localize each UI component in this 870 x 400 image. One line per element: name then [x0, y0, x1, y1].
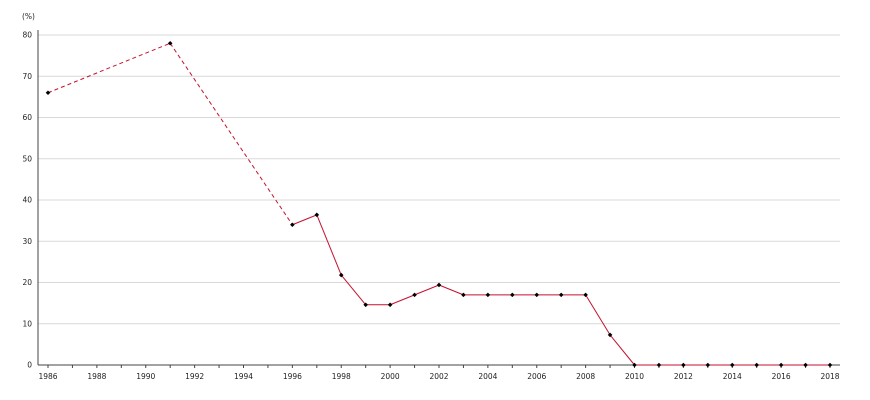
x-tick-label: 2012	[674, 372, 693, 381]
y-tick-label: 70	[22, 72, 32, 81]
y-tick-label: 30	[22, 237, 32, 246]
y-tick-label: 50	[22, 154, 32, 163]
axes	[37, 30, 840, 368]
data-point-marker	[632, 362, 637, 368]
series-segment	[438, 284, 464, 296]
data-point-marker	[656, 362, 662, 368]
x-tick-label: 1996	[283, 372, 302, 381]
data-point-marker	[485, 292, 491, 298]
data-point-marker	[387, 302, 393, 308]
data-point-marker	[754, 362, 759, 368]
series-segment-dashed	[47, 42, 171, 94]
x-tick-label: 2006	[527, 372, 546, 381]
data-point-marker	[705, 362, 711, 368]
x-tick-label: 2010	[625, 372, 644, 381]
grid-lines	[38, 34, 840, 325]
series-line	[47, 42, 830, 366]
data-point-marker	[412, 292, 417, 298]
series-markers	[45, 40, 833, 368]
data-point-marker	[45, 90, 51, 96]
series-segment	[316, 214, 342, 276]
x-tick-label: 1990	[136, 372, 155, 381]
series-segment-dashed	[169, 42, 293, 226]
series-segment	[389, 294, 415, 306]
series-segment	[292, 214, 318, 226]
series-segment	[585, 294, 611, 336]
data-point-marker	[607, 332, 613, 338]
x-tick-label: 1994	[234, 372, 253, 381]
series-segment	[340, 274, 367, 306]
data-point-marker	[363, 302, 368, 308]
x-tick-label: 1992	[185, 372, 204, 381]
data-point-marker	[827, 362, 833, 368]
y-tick-label: 60	[22, 113, 32, 122]
data-point-marker	[778, 362, 784, 368]
data-point-marker	[338, 272, 344, 278]
data-point-marker	[436, 282, 442, 288]
x-tick-label: 2016	[772, 372, 791, 381]
y-tick-label: 10	[22, 319, 32, 328]
y-tick-label: 20	[22, 278, 32, 287]
data-point-marker	[681, 362, 686, 368]
data-point-marker	[583, 292, 588, 298]
series-segment	[414, 284, 440, 296]
y-tick-label: 80	[22, 31, 32, 40]
series-segment	[609, 334, 635, 366]
data-point-marker	[558, 292, 564, 298]
data-point-marker	[534, 292, 540, 298]
data-point-marker	[290, 222, 295, 228]
x-tick-label: 1986	[38, 372, 57, 381]
x-tick-labels: 1986 1988 1990 1992 1994 1996 1998 2000 2002 2004…	[38, 372, 839, 381]
x-tick-label: 2002	[429, 372, 448, 381]
data-point-marker	[461, 292, 466, 298]
x-tick-label: 2000	[381, 372, 400, 381]
x-tick-label: 2014	[723, 372, 742, 381]
data-point-marker	[167, 40, 173, 46]
y-tick-labels: 0 10 20 30 40 50 60 70 80	[22, 31, 32, 370]
y-unit-label: (%)	[22, 12, 35, 21]
data-point-marker	[314, 212, 320, 218]
x-tick-label: 2018	[820, 372, 839, 381]
y-tick-label: 40	[22, 196, 32, 205]
data-point-marker	[803, 362, 808, 368]
data-point-marker	[510, 292, 515, 298]
x-tick-label: 2008	[576, 372, 595, 381]
x-tick-label: 1998	[332, 372, 351, 381]
data-point-marker	[729, 362, 735, 368]
x-tick-label: 2004	[478, 372, 497, 381]
y-tick-label: 0	[27, 361, 32, 370]
x-tick-label: 1988	[87, 372, 106, 381]
